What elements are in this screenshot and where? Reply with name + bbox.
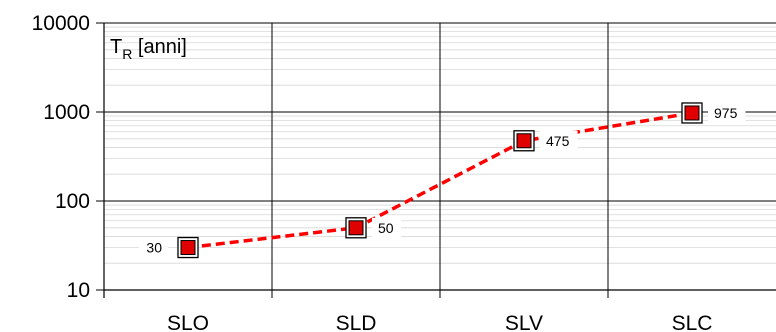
data-point-marker (177, 236, 199, 259)
x-category-labels: SLO SLD SLV SLC (167, 312, 712, 332)
data-label: 475 (546, 133, 570, 149)
data-point-marker (345, 217, 367, 239)
series-line-path (187, 111, 693, 250)
x-category-label: SLV (505, 312, 543, 332)
data-label-background (139, 237, 168, 258)
data-label: 975 (714, 105, 738, 121)
series-line (139, 102, 746, 258)
y-tick-labels: 10 100 1000 10000 (32, 12, 90, 302)
marker-fill (684, 105, 700, 121)
x-category-label: SLD (336, 312, 377, 332)
ylabel-main: T (110, 36, 122, 58)
data-label: 30 (146, 240, 162, 256)
ylabel-sub: R (122, 46, 132, 62)
data-label-background (372, 217, 401, 238)
y-axis-title: TR [anni] (110, 36, 187, 62)
data-label-background (708, 102, 746, 123)
data-point-marker (681, 102, 703, 124)
ylabel-unit: [anni] (132, 36, 186, 58)
y-tick-label: 10 (67, 279, 90, 302)
axes (96, 22, 776, 298)
data-labels: 30 50 475 975 (146, 105, 737, 256)
x-category-label: SLC (672, 312, 713, 332)
data-point-marker (513, 130, 535, 152)
y-tick-label: 10000 (32, 12, 90, 35)
data-label: 50 (378, 220, 394, 236)
y-tick-label: 100 (55, 190, 90, 213)
marker-fill (348, 220, 364, 236)
data-label-background (540, 130, 578, 151)
marker-fill (180, 240, 196, 256)
marker-fill (516, 133, 532, 149)
svg-text:TR [anni]: TR [anni] (110, 36, 187, 62)
category-dividers (271, 23, 609, 290)
series-markers (177, 102, 703, 259)
x-category-label: SLO (167, 312, 209, 332)
y-tick-label: 1000 (43, 101, 90, 124)
